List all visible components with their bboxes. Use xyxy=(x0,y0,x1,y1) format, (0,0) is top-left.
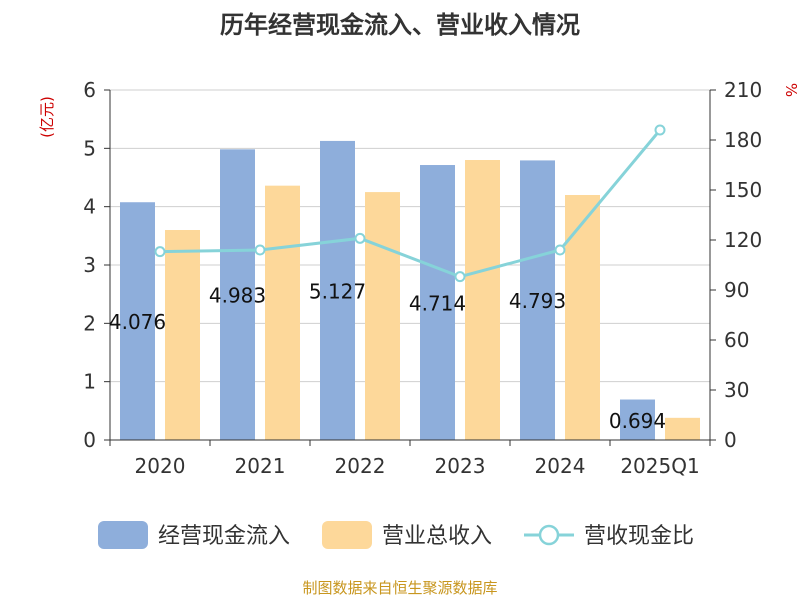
legend-label: 营业总收入 xyxy=(382,524,492,549)
bar-revenue xyxy=(465,160,500,440)
ratio-point xyxy=(654,124,666,136)
right-axis-unit: % xyxy=(782,83,800,97)
bars xyxy=(120,140,700,441)
right-tick-label: 180 xyxy=(724,128,762,152)
grid-lines xyxy=(110,89,710,383)
x-tick-label: 2021 xyxy=(235,454,286,478)
legend-swatch xyxy=(98,521,148,549)
chart-title: 历年经营现金流入、营业收入情况 xyxy=(220,11,580,39)
legend-swatch-marker xyxy=(538,524,560,546)
bar-cash-inflow xyxy=(120,202,155,440)
left-tick-label: 4 xyxy=(83,195,96,219)
legend-swatch xyxy=(322,521,372,549)
legend-label: 营收现金比 xyxy=(584,524,694,549)
left-tick-label: 1 xyxy=(83,370,96,394)
legend: 经营现金流入 营业总收入 营收现金比 xyxy=(98,521,694,549)
bar-cash-inflow xyxy=(620,399,655,440)
data-labels: 4.076 4.983 5.127 4.714 4.793 0.694 xyxy=(109,279,666,432)
x-tick-label: 2023 xyxy=(435,454,486,478)
ratio-point xyxy=(154,246,166,258)
right-tick-label: 210 xyxy=(724,78,762,102)
right-tick-label: 150 xyxy=(724,178,762,202)
bar-cash-inflow xyxy=(520,160,555,441)
right-tick-label: 0 xyxy=(724,428,737,452)
left-tick-label: 6 xyxy=(83,78,96,102)
x-tick-label: 2025Q1 xyxy=(620,454,699,478)
right-tick-label: 30 xyxy=(724,378,749,402)
bar-revenue xyxy=(565,195,600,440)
left-axis-unit: (亿元) xyxy=(38,96,56,138)
x-tick-label: 2022 xyxy=(335,454,386,478)
bar-revenue xyxy=(365,192,400,440)
x-tick-label: 2024 xyxy=(535,454,586,478)
left-tick-label: 5 xyxy=(83,136,96,160)
left-tick-label: 2 xyxy=(83,311,96,335)
cash-inflow-label: 4.983 xyxy=(209,284,266,308)
cash-inflow-label: 4.714 xyxy=(409,292,466,316)
ratio-point xyxy=(254,244,266,256)
bar-revenue xyxy=(665,417,700,440)
ratio-line xyxy=(154,124,666,283)
source-note: 制图数据来自恒生聚源数据库 xyxy=(302,579,497,597)
cash-inflow-label: 4.793 xyxy=(509,289,566,313)
left-tick-label: 0 xyxy=(83,428,96,452)
cash-inflow-label: 0.694 xyxy=(609,409,666,433)
bar-cash-inflow xyxy=(220,149,255,440)
right-tick-label: 120 xyxy=(724,228,762,252)
bar-revenue xyxy=(165,230,200,440)
legend-label: 经营现金流入 xyxy=(158,524,290,549)
bar-cash-inflow xyxy=(320,140,355,441)
right-tick-label: 60 xyxy=(724,328,749,352)
left-tick-label: 3 xyxy=(83,253,96,277)
cash-inflow-label: 5.127 xyxy=(309,279,366,303)
ratio-point xyxy=(554,244,566,256)
cash-inflow-label: 4.076 xyxy=(109,310,166,334)
ratio-point xyxy=(354,232,366,244)
right-tick-label: 90 xyxy=(724,278,749,302)
bar-revenue xyxy=(265,185,300,440)
ratio-point xyxy=(454,271,466,283)
ratio-line-path xyxy=(159,129,662,279)
x-tick-label: 2020 xyxy=(135,454,186,478)
bar-cash-inflow xyxy=(420,165,455,440)
